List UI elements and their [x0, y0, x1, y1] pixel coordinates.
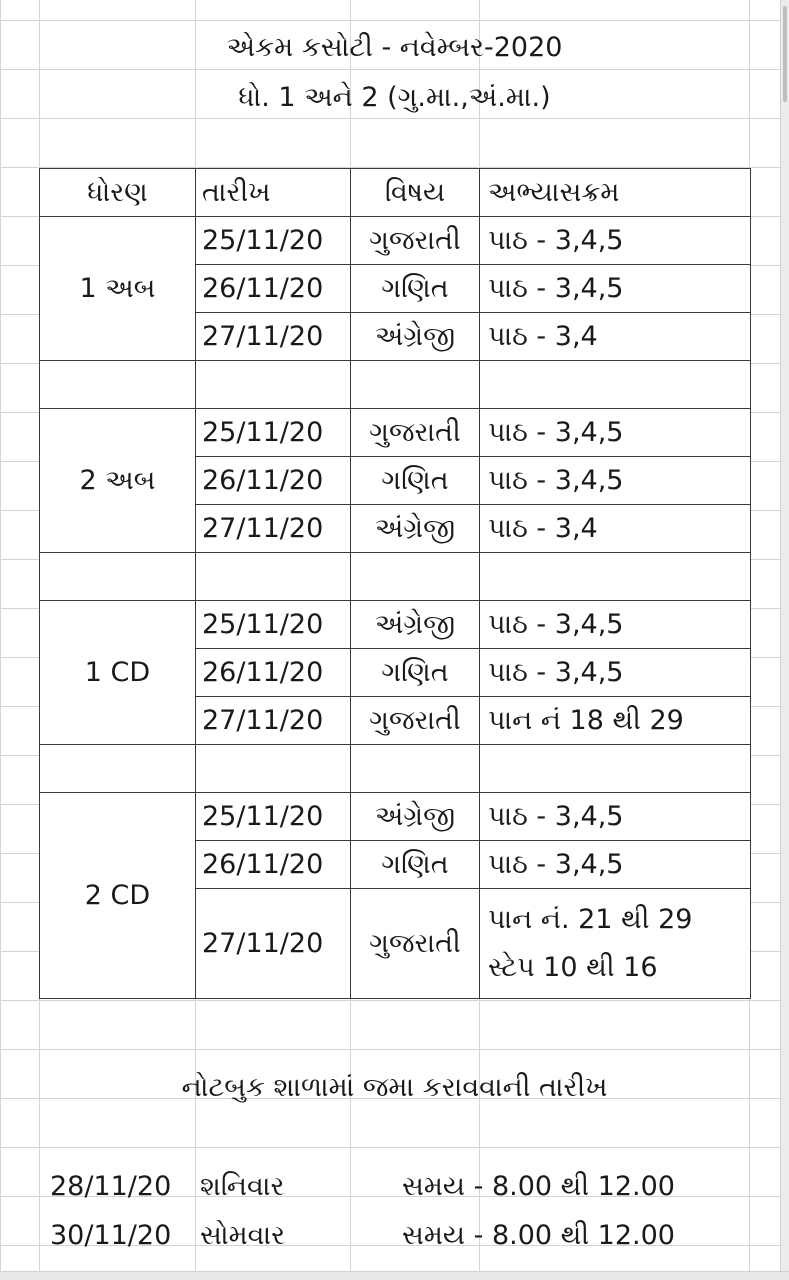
- empty-cell[interactable]: [350, 360, 480, 409]
- date-cell[interactable]: 26/11/20: [195, 840, 351, 889]
- empty-cell[interactable]: [195, 552, 351, 601]
- vertical-scrollbar[interactable]: [780, 0, 789, 1280]
- empty-cell[interactable]: [195, 744, 351, 793]
- table-row: 1 CD 25/11/20 અંગ્રેજી પાઠ - 3,4,5: [39, 600, 751, 745]
- syllabus-line-1: પાન નં. 21 થી 29: [488, 903, 693, 935]
- date-cell[interactable]: 27/11/20: [195, 696, 351, 745]
- subject-cell[interactable]: અંગ્રેજી: [350, 504, 480, 553]
- submission-row: 30/11/20 સોમવાર સમય - 8.00 થી 12.00: [50, 1213, 750, 1259]
- subject-cell[interactable]: ગણિત: [350, 648, 480, 697]
- syllabus-cell[interactable]: પાઠ - 3,4,5: [479, 408, 751, 457]
- subject-cell[interactable]: અંગ્રેજી: [350, 312, 480, 361]
- header-date[interactable]: તારીખ: [195, 168, 351, 217]
- subject-cell[interactable]: અંગ્રેજી: [350, 792, 480, 841]
- submission-day[interactable]: શનિવાર: [200, 1171, 285, 1202]
- table-row: 2 CD 25/11/20 અંગ્રેજી પાઠ - 3,4,5: [39, 792, 751, 999]
- subject-cell[interactable]: ગુજરાતી: [350, 216, 480, 265]
- subject-cell[interactable]: ગણિત: [350, 456, 480, 505]
- empty-cell[interactable]: [479, 552, 751, 601]
- standard-cell[interactable]: 2 અબ: [39, 408, 196, 553]
- table-row: 26/11/20 ગણિત પાઠ - 3,4,5: [40, 264, 751, 313]
- table-row: 27/11/20 ગુજરાતી પાન નં. 21 થી 29 સ્ટેપ …: [40, 888, 751, 999]
- submission-date[interactable]: 28/11/20: [50, 1171, 172, 1202]
- notebook-submission-heading: નોટબુક શાળામાં જમા કરાવવાની તારીખ: [181, 1072, 608, 1103]
- date-cell[interactable]: 26/11/20: [195, 264, 351, 313]
- subject-cell[interactable]: ગુજરાતી: [350, 696, 480, 745]
- header-row: ધોરણ તારીખ વિષય અભ્યાસક્રમ: [39, 168, 751, 217]
- empty-cell[interactable]: [479, 744, 751, 793]
- table-row: 27/11/20 અંગ્રેજી પાઠ - 3,4: [40, 504, 751, 553]
- subject-cell[interactable]: ગણિત: [350, 264, 480, 313]
- standard-cell[interactable]: 1 CD: [39, 600, 196, 745]
- date-cell[interactable]: 26/11/20: [195, 648, 351, 697]
- syllabus-cell[interactable]: પાન નં. 21 થી 29 સ્ટેપ 10 થી 16: [479, 888, 751, 999]
- empty-cell[interactable]: [39, 360, 196, 409]
- table-row: 27/11/20 ગુજરાતી પાન નં 18 થી 29: [40, 696, 751, 745]
- header-standard[interactable]: ધોરણ: [39, 168, 196, 217]
- syllabus-cell[interactable]: પાઠ - 3,4: [479, 312, 751, 361]
- sheet-title: એકમ કસોટી - નવેમ્બર-2020: [226, 32, 563, 63]
- subject-cell[interactable]: અંગ્રેજી: [350, 600, 480, 649]
- sheet-subtitle: ધો. 1 અને 2 (ગુ.મા.,અં.મા.): [238, 82, 551, 113]
- submission-day[interactable]: સોમવાર: [200, 1220, 286, 1251]
- header-subject[interactable]: વિષય: [350, 168, 480, 217]
- syllabus-cell[interactable]: પાઠ - 3,4,5: [479, 216, 751, 265]
- empty-cell[interactable]: [39, 552, 196, 601]
- syllabus-cell[interactable]: પાઠ - 3,4,5: [479, 456, 751, 505]
- table-row: 1 અબ 25/11/20 ગુજરાતી પાઠ - 3,4,5: [39, 216, 751, 361]
- syllabus-cell[interactable]: પાઠ - 3,4,5: [479, 792, 751, 841]
- table-row: 27/11/20 અંગ્રેજી પાઠ - 3,4: [40, 312, 751, 361]
- syllabus-cell[interactable]: પાઠ - 3,4,5: [479, 840, 751, 889]
- syllabus-cell[interactable]: પાઠ - 3,4,5: [479, 648, 751, 697]
- date-cell[interactable]: 27/11/20: [195, 312, 351, 361]
- date-cell[interactable]: 25/11/20: [195, 600, 351, 649]
- date-cell[interactable]: 27/11/20: [195, 504, 351, 553]
- syllabus-line-2: સ્ટેપ 10 થી 16: [488, 951, 658, 983]
- blank-row: [39, 552, 751, 601]
- date-cell[interactable]: 25/11/20: [195, 792, 351, 841]
- subject-cell[interactable]: ગુજરાતી: [350, 888, 480, 999]
- empty-cell[interactable]: [350, 552, 480, 601]
- submission-time[interactable]: સમય - 8.00 થી 12.00: [402, 1220, 675, 1251]
- date-cell[interactable]: 27/11/20: [195, 888, 351, 999]
- exam-schedule-table: ધોરણ તારીખ વિષય અભ્યાસક્રમ 1 અબ 25/11/20…: [39, 168, 751, 999]
- date-cell[interactable]: 25/11/20: [195, 216, 351, 265]
- header-syllabus[interactable]: અભ્યાસક્રમ: [479, 168, 751, 217]
- scrollbar-thumb[interactable]: [783, 6, 787, 102]
- submission-date[interactable]: 30/11/20: [50, 1220, 172, 1251]
- standard-cell[interactable]: 2 CD: [39, 792, 196, 999]
- submission-time[interactable]: સમય - 8.00 થી 12.00: [402, 1171, 675, 1202]
- syllabus-cell[interactable]: પાઠ - 3,4,5: [479, 264, 751, 313]
- table-row: 26/11/20 ગણિત પાઠ - 3,4,5: [40, 840, 751, 889]
- blank-row: [39, 360, 751, 409]
- horizontal-scrollbar[interactable]: [0, 1271, 789, 1280]
- subject-cell[interactable]: ગણિત: [350, 840, 480, 889]
- table-row: 26/11/20 ગણિત પાઠ - 3,4,5: [40, 648, 751, 697]
- syllabus-cell[interactable]: પાઠ - 3,4,5: [479, 600, 751, 649]
- empty-cell[interactable]: [39, 744, 196, 793]
- syllabus-cell[interactable]: પાઠ - 3,4: [479, 504, 751, 553]
- date-cell[interactable]: 25/11/20: [195, 408, 351, 457]
- syllabus-cell[interactable]: પાન નં 18 થી 29: [479, 696, 751, 745]
- table-row: 2 અબ 25/11/20 ગુજરાતી પાઠ - 3,4,5: [39, 408, 751, 553]
- empty-cell[interactable]: [479, 360, 751, 409]
- empty-cell[interactable]: [195, 360, 351, 409]
- submission-row: 28/11/20 શનિવાર સમય - 8.00 થી 12.00: [50, 1164, 750, 1210]
- subject-cell[interactable]: ગુજરાતી: [350, 408, 480, 457]
- table-row: 26/11/20 ગણિત પાઠ - 3,4,5: [40, 456, 751, 505]
- standard-cell[interactable]: 1 અબ: [39, 216, 196, 361]
- empty-cell[interactable]: [350, 744, 480, 793]
- blank-row: [39, 744, 751, 793]
- date-cell[interactable]: 26/11/20: [195, 456, 351, 505]
